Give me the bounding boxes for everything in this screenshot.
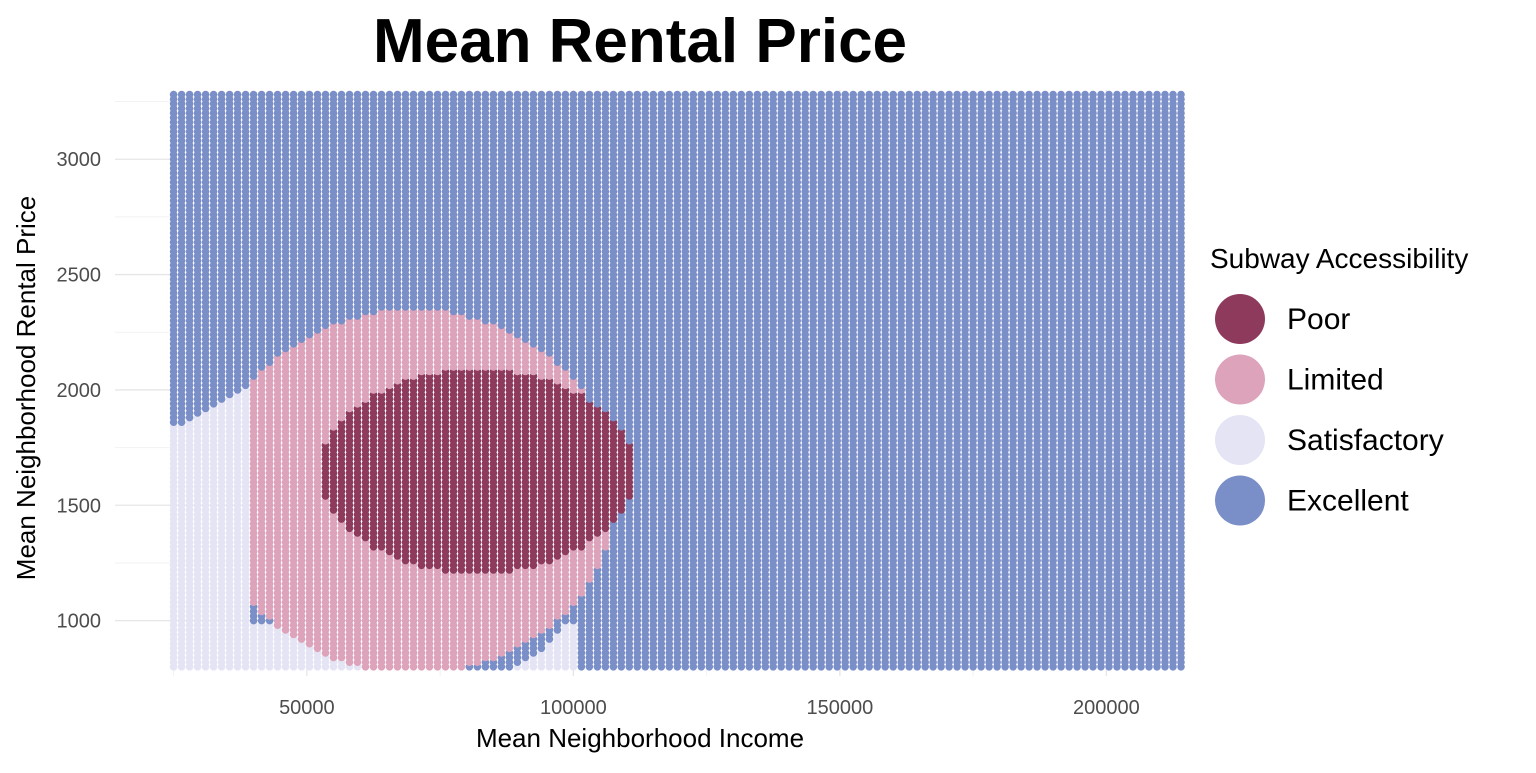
data-point-excellent — [250, 91, 258, 99]
data-point-excellent — [242, 91, 250, 99]
data-point-excellent — [442, 91, 450, 99]
data-point-excellent — [418, 91, 426, 99]
data-point-excellent — [282, 91, 290, 99]
data-point-excellent — [226, 91, 234, 99]
data-point-excellent — [290, 91, 298, 99]
data-point-excellent — [394, 91, 402, 99]
data-point-excellent — [466, 91, 474, 99]
data-point-excellent — [210, 91, 218, 99]
data-point-excellent — [258, 91, 266, 99]
data-point-excellent — [218, 91, 226, 99]
data-point-excellent — [370, 91, 378, 99]
data-point-excellent — [186, 91, 194, 99]
data-point-excellent — [474, 91, 482, 99]
data-point-excellent — [450, 91, 458, 99]
points-layer — [170, 91, 1185, 671]
data-point-excellent — [194, 91, 202, 99]
data-point-excellent — [346, 91, 354, 99]
data-point-excellent — [298, 91, 306, 99]
data-point-excellent — [362, 91, 370, 99]
data-point-excellent — [330, 91, 338, 99]
data-point-excellent — [306, 91, 314, 99]
data-point-excellent — [386, 91, 394, 99]
data-point-excellent — [338, 91, 346, 99]
data-point-excellent — [274, 91, 282, 99]
data-point-excellent — [234, 91, 242, 99]
data-point-excellent — [322, 91, 330, 99]
data-point-excellent — [410, 91, 418, 99]
data-point-excellent — [402, 91, 410, 99]
data-point-excellent — [202, 91, 210, 99]
chart-title: Mean Rental Price — [373, 7, 907, 76]
data-point-excellent — [170, 91, 178, 99]
data-point-excellent — [378, 91, 386, 99]
data-point-excellent — [354, 91, 362, 99]
data-point-excellent — [314, 91, 322, 99]
data-point-excellent — [178, 91, 186, 99]
data-point-excellent — [266, 91, 274, 99]
data-point-excellent — [458, 91, 466, 99]
data-point-excellent — [434, 91, 442, 99]
data-point-excellent — [426, 91, 434, 99]
